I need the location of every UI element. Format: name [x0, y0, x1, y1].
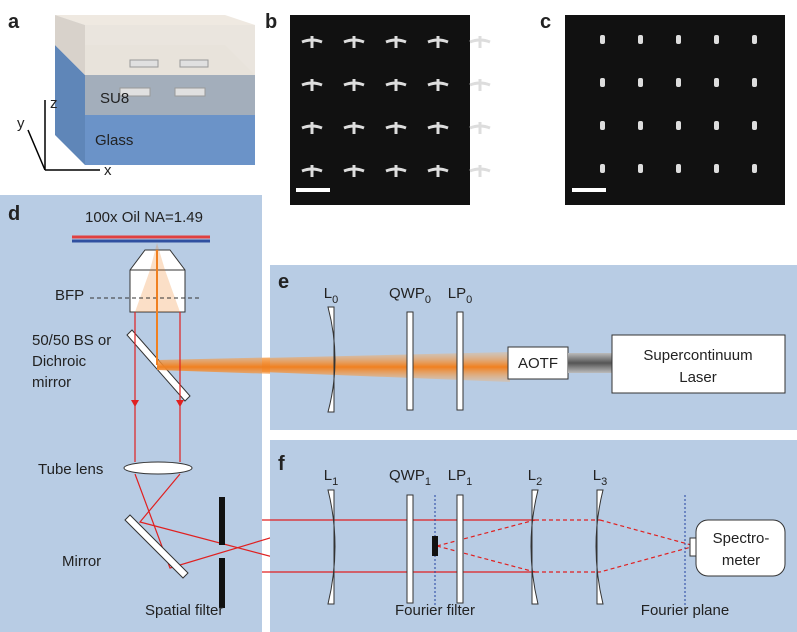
detection-optics-part [407, 495, 413, 603]
component-label: Spatial filter [145, 602, 223, 619]
detection-optics-part [690, 538, 696, 556]
component-label: mirror [32, 374, 71, 391]
component-label: Tube lens [38, 461, 103, 478]
element-index: 0 [332, 294, 338, 306]
nanostructure [638, 78, 643, 87]
panel-label: d [8, 203, 20, 225]
component-label: 100x Oil NA=1.49 [85, 209, 203, 226]
nanostructure [600, 121, 605, 130]
component-label: Supercontinuum [643, 347, 752, 364]
excitation-optics-part [457, 312, 463, 410]
nanostructure [600, 35, 605, 44]
element-name: L [324, 285, 332, 302]
nanostructure [676, 164, 681, 173]
sample-sketch-part [55, 15, 255, 25]
layer-label: Glass [95, 132, 133, 149]
component-label: Dichroic [32, 353, 87, 370]
nanostructure [676, 78, 681, 87]
component-label: Spectro- [713, 530, 770, 547]
microscope-optics-part [219, 497, 225, 545]
nanostructure [676, 121, 681, 130]
axis-label: x [104, 162, 112, 179]
component-label: AOTF [518, 355, 558, 372]
nanostructure [470, 122, 490, 134]
sample-sketch [28, 15, 255, 170]
element-index: 0 [466, 294, 472, 306]
nanostructure [752, 78, 757, 87]
component-label: Fourier plane [641, 602, 729, 619]
layer-label: SU8 [100, 90, 129, 107]
component-label: Laser [679, 369, 717, 386]
nanostructure [600, 78, 605, 87]
nanostructure [470, 165, 490, 177]
nanostructure [470, 79, 490, 91]
nanostructure [638, 164, 643, 173]
element-name: QWP [389, 467, 425, 484]
element-index: 2 [536, 476, 542, 488]
component-label: 50/50 BS or [32, 332, 111, 349]
nanostructure [752, 164, 757, 173]
nanostructure [714, 121, 719, 130]
panel-label: b [265, 11, 277, 33]
nanostructure [714, 35, 719, 44]
detection-optics-part [457, 495, 463, 603]
sample-sketch-part [28, 130, 45, 170]
nanostructure [752, 35, 757, 44]
element-name: LP [448, 285, 466, 302]
element-index: 3 [601, 476, 607, 488]
sem-image [565, 15, 785, 205]
element-index: 1 [332, 476, 338, 488]
element-name: LP [448, 467, 466, 484]
component-label: meter [722, 552, 760, 569]
nanostructure [752, 121, 757, 130]
element-name: L [324, 467, 332, 484]
excitation-optics-part [568, 353, 612, 373]
sample-sketch-part [180, 60, 208, 67]
element-index: 0 [425, 294, 431, 306]
sample-sketch-part [130, 60, 158, 67]
figure: a SU8 Glass x y z b c d 100x Oil NA=1.49… [0, 0, 797, 632]
microscope-optics-part [124, 462, 192, 474]
panel-label: f [278, 453, 285, 475]
sample-sketch-part [85, 25, 255, 75]
panel-label: c [540, 11, 551, 33]
sem-image [290, 15, 470, 205]
element-index: 1 [466, 476, 472, 488]
nanostructure [638, 121, 643, 130]
sample-sketch-part [175, 88, 205, 96]
nanostructure [714, 164, 719, 173]
element-name: L [528, 467, 536, 484]
nanostructure [600, 164, 605, 173]
nanostructure [470, 36, 490, 48]
axis-label: y [17, 115, 25, 132]
nanostructure [638, 35, 643, 44]
panel-label: a [8, 11, 20, 33]
element-index: 1 [425, 476, 431, 488]
component-label: Fourier filter [395, 602, 475, 619]
detection-optics-part [432, 536, 438, 556]
microscope-optics-part [219, 558, 225, 608]
element-name: QWP [389, 285, 425, 302]
nanostructure [676, 35, 681, 44]
excitation-optics-part [407, 312, 413, 410]
panel-label: e [278, 271, 289, 293]
component-label: Mirror [62, 553, 101, 570]
element-name: L [593, 467, 601, 484]
axis-label: z [50, 95, 58, 112]
nanostructure [714, 78, 719, 87]
component-label: BFP [55, 287, 84, 304]
